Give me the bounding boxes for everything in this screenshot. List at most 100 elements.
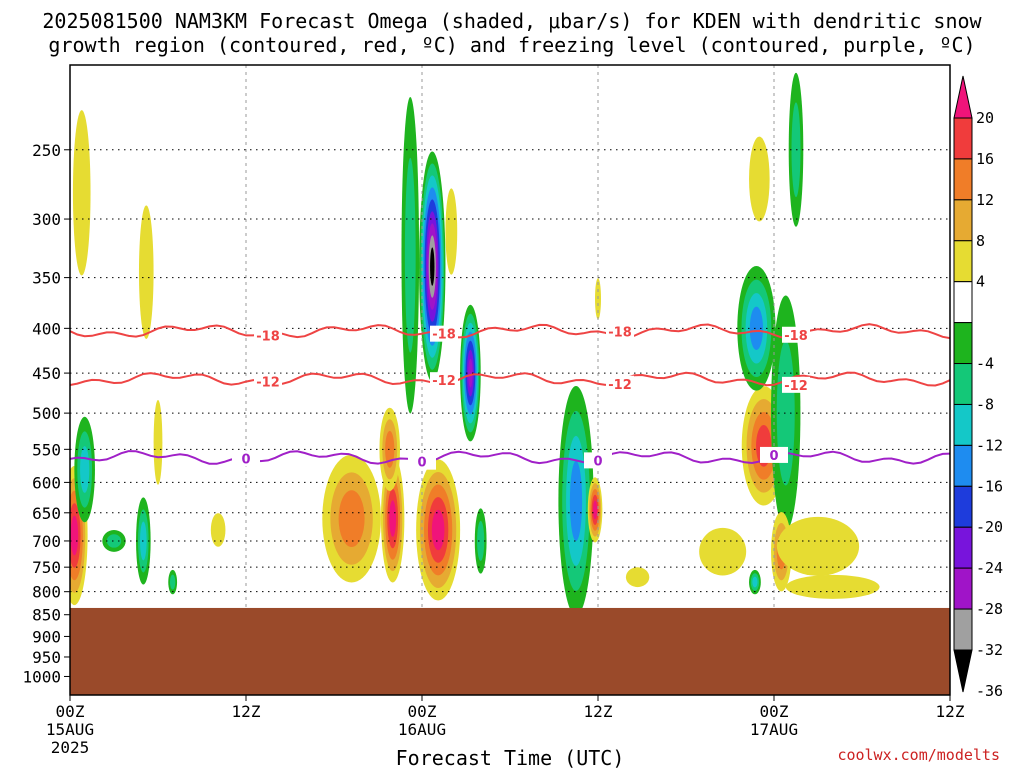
x-tick-label: 2025 xyxy=(51,738,90,757)
y-tick-label: 500 xyxy=(32,404,61,423)
contour-label-bg xyxy=(782,326,810,343)
chart-title-line2: growth region (contoured, red, ºC) and f… xyxy=(48,33,975,57)
omega-shade-level xyxy=(338,490,365,547)
credit-text: coolwx.com/modelts xyxy=(837,746,1000,764)
y-tick-label: 650 xyxy=(32,504,61,523)
omega-shade-level xyxy=(153,399,163,485)
x-tick-label: 00Z xyxy=(56,702,85,721)
y-tick-label: 750 xyxy=(32,558,61,577)
colorbar-swatch xyxy=(953,444,973,487)
contour-line xyxy=(70,371,950,387)
y-tick-label: 950 xyxy=(32,648,61,667)
contour-label-bg xyxy=(584,452,612,469)
omega-cell xyxy=(749,569,761,595)
omega-cell xyxy=(72,110,91,276)
y-tick-label: 250 xyxy=(32,141,61,160)
omega-cell xyxy=(416,459,461,601)
contour-label-bg xyxy=(606,375,634,392)
contour-label-bg xyxy=(232,450,260,467)
colorbar-swatch xyxy=(953,485,973,528)
contour-label-bg xyxy=(606,323,634,340)
grid xyxy=(70,65,950,695)
contour-label: -18 xyxy=(608,325,632,340)
omega-shade-level xyxy=(72,110,91,276)
omega-shade-level xyxy=(749,136,770,222)
x-tick-label: 15AUG xyxy=(46,720,94,739)
y-tick-label: 300 xyxy=(32,210,61,229)
x-tick-label: 12Z xyxy=(584,702,613,721)
omega-cell xyxy=(558,386,594,616)
omega-cell xyxy=(749,136,770,222)
omega-cell xyxy=(102,530,126,552)
omega-cell xyxy=(785,574,880,599)
contour-label: -18 xyxy=(784,329,808,344)
colorbar-top-arrow xyxy=(953,75,973,119)
contour-label-bg xyxy=(430,372,458,389)
omega-shade-level xyxy=(699,527,747,576)
omega-cell xyxy=(379,407,401,491)
colorbar-tick-label: -16 xyxy=(976,477,1003,495)
colorbar-swatch xyxy=(953,281,973,324)
omega-shade-level xyxy=(404,157,416,353)
omega-shade-level xyxy=(776,516,860,576)
colorbar-swatch xyxy=(953,526,973,569)
contour-label-bg xyxy=(254,373,282,390)
colorbar-tick-label: 20 xyxy=(976,109,994,127)
y-tick-label: 400 xyxy=(32,319,61,338)
colorbar-tick-label: -32 xyxy=(976,641,1003,659)
omega-shade-level xyxy=(106,534,122,548)
omega-cell xyxy=(74,416,95,523)
contour-label-bg xyxy=(254,327,282,344)
omega-shade-level xyxy=(477,520,485,562)
omega-cell xyxy=(153,399,163,485)
contour-label: 0 xyxy=(417,456,426,471)
x-axis-label: Forecast Time (UTC) xyxy=(396,746,625,768)
y-tick-label: 450 xyxy=(32,364,61,383)
y-tick-label: 350 xyxy=(32,269,61,288)
contour-label: 0 xyxy=(769,449,778,464)
y-tick-label: 850 xyxy=(32,606,61,625)
colorbar-swatch xyxy=(953,158,973,201)
y-tick-label: 1000 xyxy=(22,667,61,686)
x-tick-label: 12Z xyxy=(936,702,965,721)
omega-shade-level xyxy=(431,509,445,551)
omega-shade-level xyxy=(749,306,764,351)
omega-shade-level xyxy=(385,430,395,468)
omega-shade-level xyxy=(468,358,473,388)
colorbar-swatch xyxy=(953,403,973,446)
y-tick-label: 800 xyxy=(32,583,61,602)
contour-label: -12 xyxy=(608,378,632,393)
omega-cell xyxy=(401,97,420,414)
omega-shade-level xyxy=(80,446,90,493)
omega-cell xyxy=(699,527,747,576)
omega-shade-level xyxy=(210,513,226,547)
omega-shade-level xyxy=(169,574,176,590)
colorbar-tick-label: -28 xyxy=(976,600,1003,618)
x-tick-label: 00Z xyxy=(408,702,437,721)
contour-label: -12 xyxy=(784,379,808,394)
colorbar-tick-label: 12 xyxy=(976,191,994,209)
colorbar-tick-label: -24 xyxy=(976,559,1003,577)
omega-cell xyxy=(445,188,458,275)
contour-label: 0 xyxy=(241,452,250,467)
colorbar-tick-label: -4 xyxy=(976,355,994,373)
y-tick-label: 900 xyxy=(32,627,61,646)
x-tick-label: 12Z xyxy=(232,702,261,721)
omega-cell xyxy=(587,477,603,543)
colorbar-swatch xyxy=(953,363,973,405)
plot-area: -18 -18 -18 -18 -12 -12 -12 -12 0 0 0 0 xyxy=(70,65,950,695)
omega-cell xyxy=(168,569,178,595)
omega-shade-level xyxy=(785,574,880,599)
contour-label: -18 xyxy=(256,329,280,344)
colorbar-legend: 20 16 12 8 4 -4 -8 -12 -16 -20 -24 -28 -32 -36 xyxy=(953,75,1003,700)
omega-cell xyxy=(776,516,860,576)
contour-label-bg xyxy=(430,325,458,342)
y-tick-label: 550 xyxy=(32,440,61,459)
omega-cell xyxy=(474,508,487,574)
contour-label-bg xyxy=(782,376,810,393)
colorbar-swatch xyxy=(953,567,973,610)
omega-shade-level xyxy=(138,205,154,339)
omega-shade-level xyxy=(752,576,758,588)
